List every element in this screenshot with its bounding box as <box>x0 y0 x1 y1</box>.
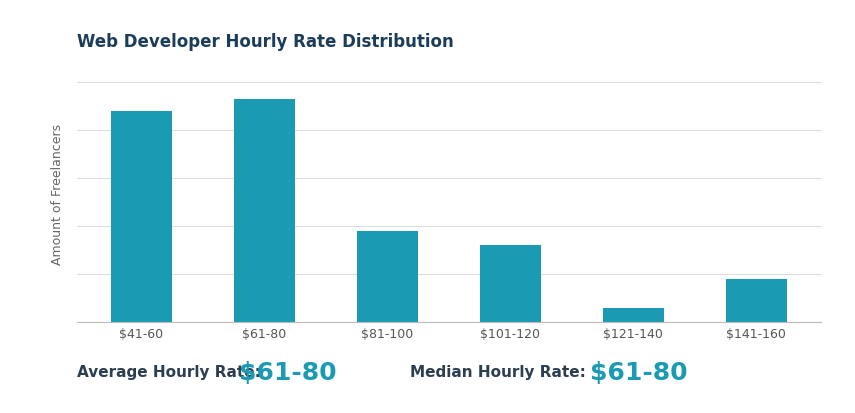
Bar <box>357 231 418 322</box>
Bar <box>726 279 787 322</box>
Text: $61-80: $61-80 <box>590 360 687 384</box>
Bar <box>111 112 172 322</box>
Bar <box>603 308 664 322</box>
Text: Average Hourly Rate:: Average Hourly Rate: <box>77 364 261 379</box>
Text: Web Developer Hourly Rate Distribution: Web Developer Hourly Rate Distribution <box>77 33 454 51</box>
Bar <box>480 245 541 322</box>
Text: $61-80: $61-80 <box>239 360 337 384</box>
Text: Median Hourly Rate:: Median Hourly Rate: <box>410 364 587 379</box>
Y-axis label: Amount of Freelancers: Amount of Freelancers <box>50 124 64 264</box>
Bar <box>233 100 295 322</box>
